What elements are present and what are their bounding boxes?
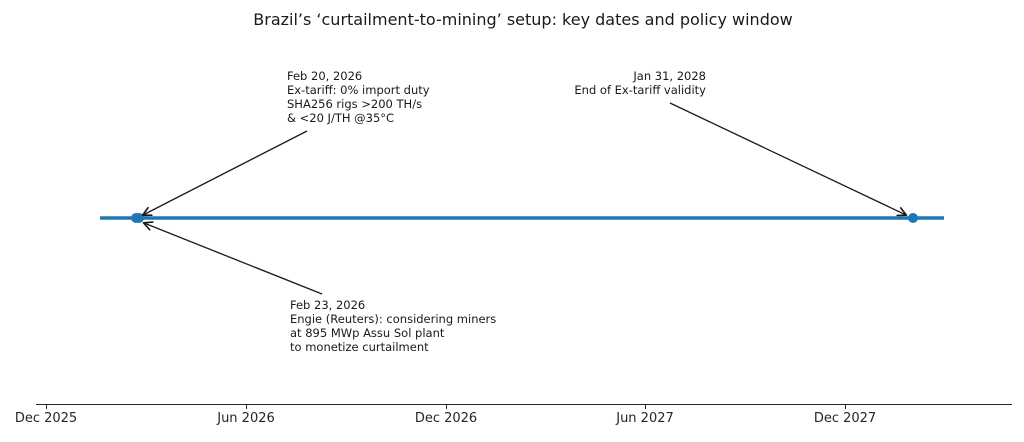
- x-axis-tick-label: Dec 2025: [14, 411, 78, 426]
- annotation-feb-23-2026: Feb 23, 2026 Engie (Reuters): considerin…: [290, 298, 496, 354]
- x-axis-tick-label: Jun 2027: [616, 411, 674, 426]
- chart-title: Brazil’s ‘curtailment-to-mining’ setup: …: [253, 10, 793, 29]
- annotation-date: Feb 20, 2026: [287, 69, 363, 83]
- event-marker-feb-23-2026: [134, 213, 144, 223]
- event-marker-jan-31-2028: [908, 213, 918, 223]
- x-axis-tick: [46, 404, 48, 409]
- annotation-arrow-feb-20-2026: [141, 130, 308, 217]
- annotation-arrow-feb-23-2026: [142, 221, 323, 295]
- x-axis-tick: [845, 404, 847, 409]
- annotation-description: Engie (Reuters): considering miners at 8…: [290, 312, 497, 354]
- annotation-date: Jan 31, 2028: [633, 69, 706, 83]
- annotation-description: Ex-tariff: 0% import duty SHA256 rigs >2…: [287, 83, 430, 125]
- annotation-jan-31-2028: Jan 31, 2028 End of Ex-tariff validity: [574, 69, 706, 97]
- annotation-feb-20-2026: Feb 20, 2026 Ex-tariff: 0% import duty S…: [287, 69, 430, 125]
- x-axis-tick: [645, 404, 647, 409]
- annotation-arrow-jan-31-2028: [669, 102, 908, 217]
- annotation-description: End of Ex-tariff validity: [574, 83, 706, 97]
- x-axis-tick-label: Dec 2027: [813, 411, 877, 426]
- x-axis-tick-label: Dec 2026: [414, 411, 478, 426]
- annotation-date: Feb 23, 2026: [290, 298, 366, 312]
- x-axis-tick: [246, 404, 248, 409]
- x-axis-tick: [446, 404, 448, 409]
- x-axis-tick-label: Jun 2026: [217, 411, 275, 426]
- x-axis-line: [36, 404, 1012, 406]
